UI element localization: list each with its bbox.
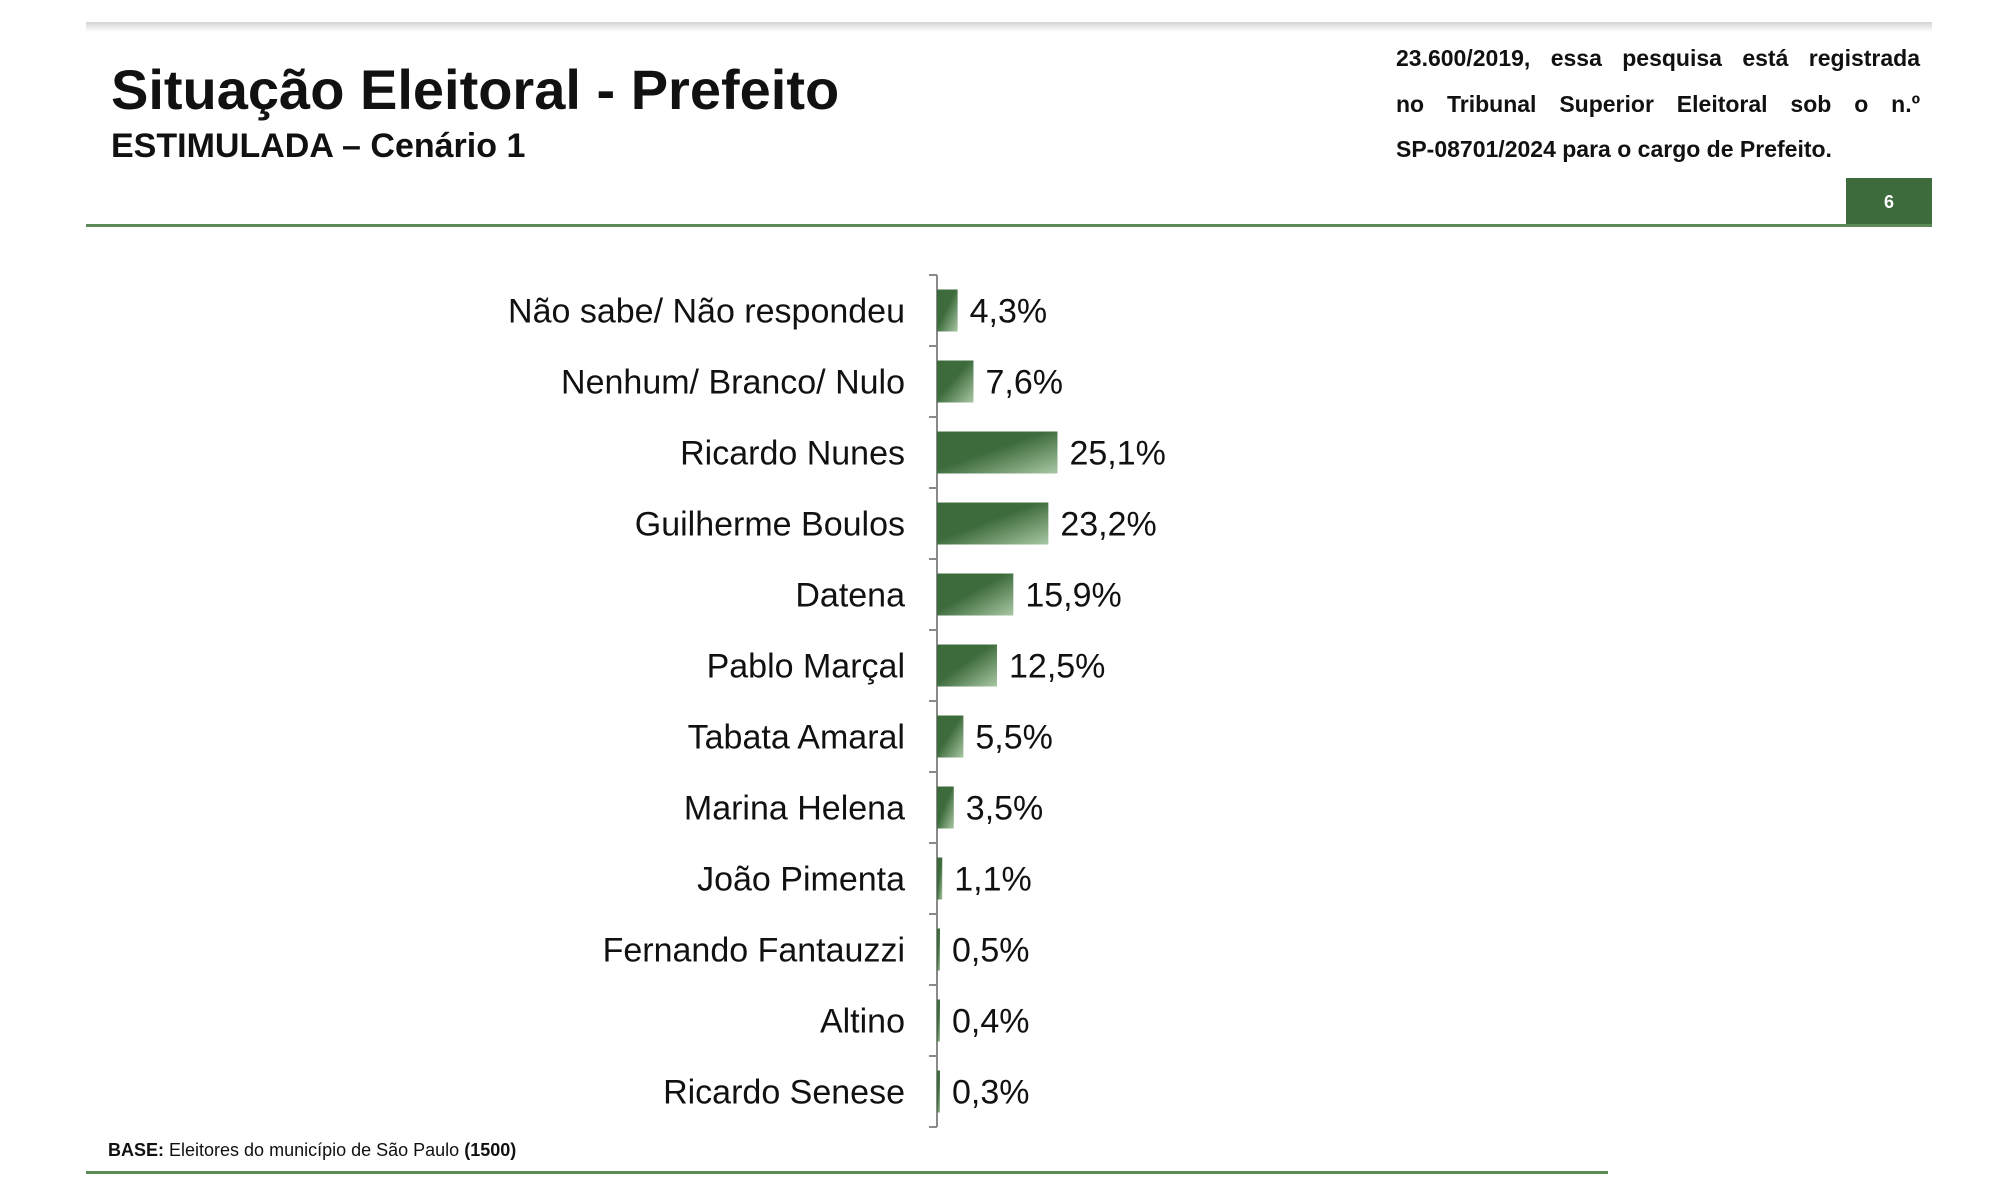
category-label: Altino xyxy=(820,1003,905,1041)
base-note: BASE: Eleitores do município de São Paul… xyxy=(108,1140,516,1161)
bar xyxy=(937,928,940,971)
registration-line-2: no Tribunal Superior Eleitoral sob o n.º xyxy=(1396,91,1920,117)
top-shadow xyxy=(86,22,1932,32)
bar xyxy=(937,360,974,403)
value-label: 25,1% xyxy=(1069,435,1165,473)
bar xyxy=(937,1070,940,1113)
bar xyxy=(937,857,943,900)
base-text: Eleitores do município de São Paulo xyxy=(164,1140,465,1160)
value-label: 7,6% xyxy=(985,364,1063,402)
category-label: Tabata Amaral xyxy=(688,719,905,757)
bar xyxy=(937,502,1049,545)
bar xyxy=(937,715,964,758)
value-label: 0,3% xyxy=(952,1074,1030,1112)
value-label: 0,4% xyxy=(952,1003,1030,1041)
bar xyxy=(937,573,1014,616)
value-label: 3,5% xyxy=(966,790,1044,828)
footer-divider xyxy=(86,1171,1608,1174)
registration-line-1: 23.600/2019, essa pesquisa está registra… xyxy=(1396,45,1920,71)
category-label: Guilherme Boulos xyxy=(635,506,905,544)
header-divider xyxy=(86,224,1932,227)
category-label: Pablo Marçal xyxy=(707,648,905,686)
value-label: 0,5% xyxy=(952,932,1030,970)
base-label: BASE: xyxy=(108,1140,165,1160)
category-label: Não sabe/ Não respondeu xyxy=(508,293,905,331)
category-label: Ricardo Senese xyxy=(663,1074,905,1112)
value-label: 15,9% xyxy=(1025,577,1121,615)
registration-line-3: SP-08701/2024 para o cargo de Prefeito. xyxy=(1396,136,1832,162)
value-label: 4,3% xyxy=(970,293,1048,331)
value-label: 5,5% xyxy=(975,719,1053,757)
bar xyxy=(937,431,1058,474)
category-label: Datena xyxy=(795,577,905,615)
page-number-badge: 6 xyxy=(1846,178,1932,226)
category-label: Marina Helena xyxy=(684,790,905,828)
bar xyxy=(937,644,997,687)
value-label: 1,1% xyxy=(954,861,1032,899)
page-subtitle: ESTIMULADA – Cenário 1 xyxy=(111,127,526,165)
bar xyxy=(937,999,940,1042)
value-label: 12,5% xyxy=(1009,648,1105,686)
category-label: Fernando Fantauzzi xyxy=(603,932,905,970)
category-label: João Pimenta xyxy=(697,861,905,899)
category-label: Ricardo Nunes xyxy=(680,435,905,473)
page-title: Situação Eleitoral - Prefeito xyxy=(111,58,840,121)
bar xyxy=(937,786,954,829)
base-count: (1500) xyxy=(464,1140,517,1160)
bar xyxy=(937,289,958,332)
category-label: Nenhum/ Branco/ Nulo xyxy=(561,364,905,402)
value-label: 23,2% xyxy=(1060,506,1156,544)
